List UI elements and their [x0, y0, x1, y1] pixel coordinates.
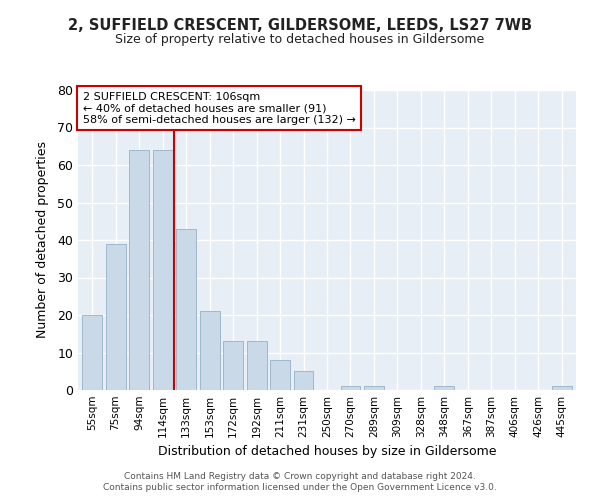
Bar: [270, 360, 290, 390]
Bar: [552, 386, 572, 390]
Bar: [106, 244, 125, 390]
Y-axis label: Number of detached properties: Number of detached properties: [36, 142, 49, 338]
Bar: [341, 386, 361, 390]
X-axis label: Distribution of detached houses by size in Gildersome: Distribution of detached houses by size …: [158, 446, 496, 458]
Text: 2, SUFFIELD CRESCENT, GILDERSOME, LEEDS, LS27 7WB: 2, SUFFIELD CRESCENT, GILDERSOME, LEEDS,…: [68, 18, 532, 32]
Bar: [434, 386, 454, 390]
Text: Contains public sector information licensed under the Open Government Licence v3: Contains public sector information licen…: [103, 484, 497, 492]
Text: 2 SUFFIELD CRESCENT: 106sqm
← 40% of detached houses are smaller (91)
58% of sem: 2 SUFFIELD CRESCENT: 106sqm ← 40% of det…: [83, 92, 356, 124]
Bar: [247, 341, 266, 390]
Bar: [129, 150, 149, 390]
Text: Size of property relative to detached houses in Gildersome: Size of property relative to detached ho…: [115, 32, 485, 46]
Bar: [152, 150, 173, 390]
Bar: [293, 371, 313, 390]
Bar: [223, 341, 243, 390]
Bar: [200, 311, 220, 390]
Bar: [82, 315, 102, 390]
Bar: [364, 386, 384, 390]
Text: Contains HM Land Registry data © Crown copyright and database right 2024.: Contains HM Land Registry data © Crown c…: [124, 472, 476, 481]
Bar: [176, 229, 196, 390]
